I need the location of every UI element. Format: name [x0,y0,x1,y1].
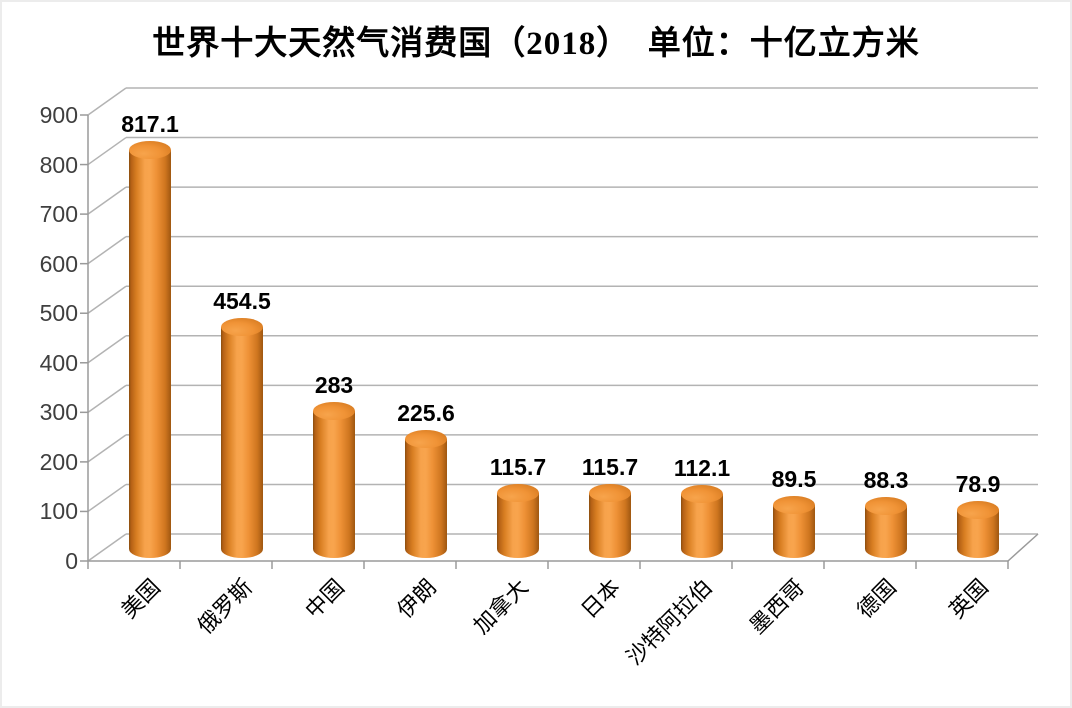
bar-cylinder-1 [129,141,171,558]
y-axis-label: 100 [39,498,78,525]
bar-value-label: 817.1 [121,111,179,138]
floor-right-edge [1007,533,1039,562]
y-axis-label: 500 [39,300,78,327]
gridline-sidewall [87,335,127,364]
bar-cylinder-10 [957,501,999,558]
bar-cylinder-body [773,505,815,558]
bar-value-label: 78.9 [955,471,1001,498]
gridline-sidewall [87,186,127,215]
bar-cylinder-3 [313,401,355,558]
y-axis-label: 900 [39,102,78,128]
gridline-sidewall [87,384,127,413]
gridline-sidewall [87,285,127,314]
bar-cylinder-8 [773,496,815,558]
bar-cylinder-body [221,327,263,558]
bar-cylinder-9 [865,496,907,558]
bar-value-label: 115.7 [581,453,639,480]
y-axis-label: 300 [39,399,78,426]
y-axis-label: 600 [39,250,78,277]
bar-cylinder-top [865,496,907,515]
y-axis-label: 400 [39,349,78,376]
bar-value-label: 454.5 [213,288,271,315]
bar-cylinder-top [497,483,539,502]
bar-cylinder-4 [405,429,447,558]
bar-cylinder-top [589,483,631,502]
bar-cylinder-top [405,429,447,448]
bar-value-label: 283 [314,371,354,398]
bar-cylinder-top [129,141,171,160]
gridline-sidewall [87,533,127,562]
bar-value-label: 225.6 [397,399,455,426]
y-axis-label: 200 [39,448,78,475]
gridline-sidewall [87,434,127,463]
gridline-sidewall [87,136,127,166]
bar-cylinder-top [313,401,355,420]
bar-cylinder-body [497,492,539,558]
gridline-sidewall [87,87,127,116]
bar-cylinder-2 [221,318,263,558]
bar-value-label: 115.7 [489,453,547,480]
bar-cylinder-top [681,485,723,504]
bar-cylinder-body [405,438,447,558]
bar-cylinder-7 [681,485,723,558]
bar-cylinder-6 [589,483,631,558]
bar-cylinder-top [773,496,815,515]
bar-value-label: 89.5 [771,466,817,493]
y-axis-label: 800 [39,151,78,178]
bar-cylinder-body [589,492,631,558]
bar-cylinder-body [313,410,355,558]
bar-cylinder-top [221,318,263,337]
chart-title: 世界十大天然气消费国（2018） 单位：十亿立方米 [152,26,920,62]
bar-value-label: 112.1 [673,455,731,482]
y-axis-label: 0 [65,548,78,574]
bar-cylinder-5 [497,483,539,558]
gridline-sidewall [87,483,127,513]
bar-cylinder-body [129,150,171,558]
bar-cylinder-body [681,494,723,558]
bar-cylinder-top [957,501,999,520]
y-axis-label: 700 [39,201,78,228]
gridline-sidewall [87,236,127,265]
bar-value-label: 88.3 [863,466,909,493]
